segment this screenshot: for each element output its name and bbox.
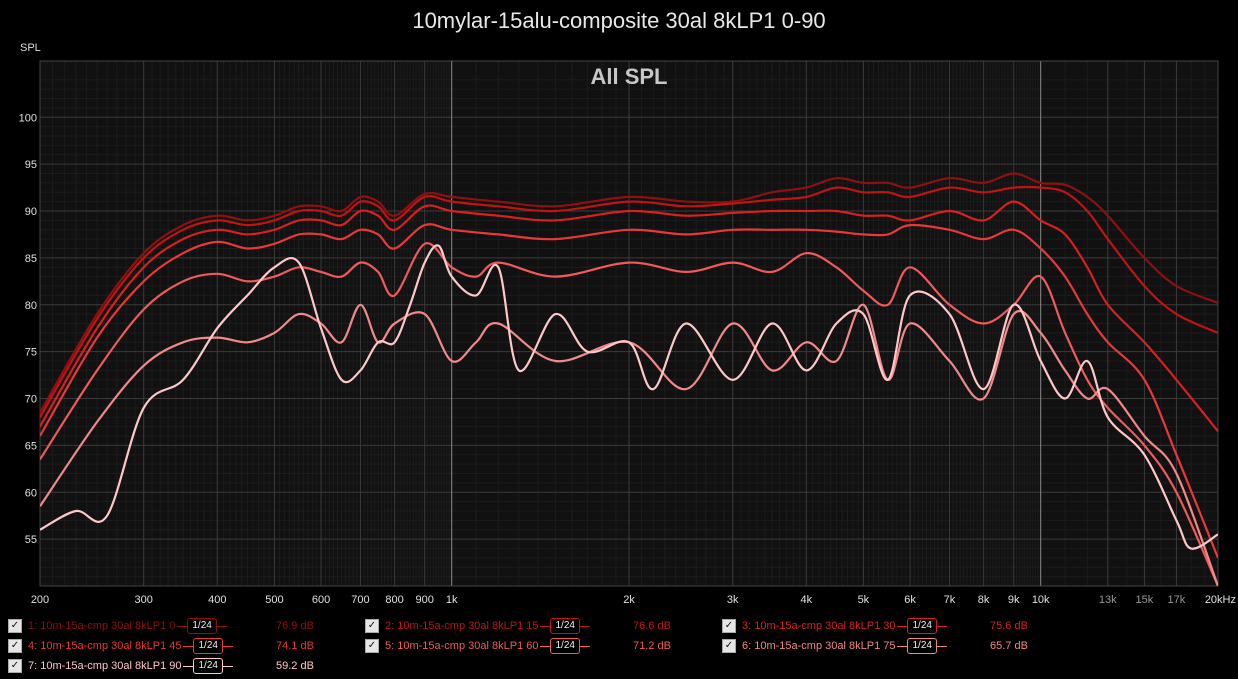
- legend-item-4[interactable]: ✓ 4: 10m-15a-cmp 30al 8kLP1 45 1/24: [8, 636, 233, 656]
- legend-label: 1: 10m-15a-cmp 30al 8kLP1 0: [28, 620, 176, 632]
- smoothing-badge[interactable]: 1/24: [897, 618, 947, 634]
- legend: ✓ 1: 10m-15a-cmp 30al 8kLP1 0 1/24 76.9 dB ✓…: [0, 614, 1238, 679]
- x-tick-label: 17k: [1168, 594, 1186, 606]
- y-tick-label: 100: [19, 112, 37, 124]
- x-tick-label: 5k: [858, 594, 870, 606]
- legend-label: 6: 10m-15a-cmp 30al 8kLP1 75: [742, 640, 896, 652]
- smoothing-badge[interactable]: 1/24: [897, 638, 947, 654]
- y-tick-label: 90: [25, 206, 37, 218]
- legend-checkbox[interactable]: ✓: [8, 619, 22, 633]
- series-line-3[interactable]: [40, 200, 1218, 432]
- y-tick-label: 55: [25, 534, 37, 546]
- x-tick-label: 9k: [1008, 594, 1020, 606]
- legend-item-2[interactable]: ✓ 2: 10m-15a-cmp 30al 8kLP1 15 1/24: [365, 616, 590, 636]
- y-tick-label: 95: [25, 159, 37, 171]
- x-tick-label: 2k: [623, 594, 635, 606]
- x-tick-label: 900: [416, 594, 434, 606]
- legend-checkbox[interactable]: ✓: [8, 659, 22, 673]
- legend-level: 59.2 dB: [276, 660, 314, 672]
- x-tick-label: 15k: [1136, 594, 1154, 606]
- x-tick-label: 800: [385, 594, 403, 606]
- series-line-6[interactable]: [40, 303, 1218, 586]
- y-axis-label: SPL: [20, 42, 41, 54]
- x-tick-label: 7k: [944, 594, 956, 606]
- y-tick-label: 75: [25, 347, 37, 359]
- smoothing-badge[interactable]: 1/24: [183, 638, 233, 654]
- x-tick-label: 13k: [1099, 594, 1117, 606]
- x-tick-label: 700: [351, 594, 369, 606]
- smoothing-badge[interactable]: 1/24: [540, 618, 590, 634]
- x-axis-ticks: 200 300 400 500 600 700 800 900 1k 2k 3k 4k 5k 6k 7k 8k…: [31, 594, 1236, 606]
- y-tick-label: 65: [25, 440, 37, 452]
- series-group: [40, 172, 1218, 586]
- legend-level: 71.2 dB: [633, 640, 671, 652]
- legend-label: 3: 10m-15a-cmp 30al 8kLP1 30: [742, 620, 896, 632]
- y-tick-label: 85: [25, 253, 37, 265]
- x-tick-label: 500: [265, 594, 283, 606]
- legend-label: 4: 10m-15a-cmp 30al 8kLP1 45: [28, 640, 182, 652]
- frequency-response-chart[interactable]: All SPL 200 300 400 500 600 700 800 900 1k 2k 3k 4k…: [0, 0, 1238, 612]
- x-tick-label: 300: [135, 594, 153, 606]
- series-line-7[interactable]: [40, 244, 1218, 550]
- plot-border: [39, 60, 1219, 587]
- legend-item-6[interactable]: ✓ 6: 10m-15a-cmp 30al 8kLP1 75 1/24: [722, 636, 947, 656]
- legend-item-5[interactable]: ✓ 5: 10m-15a-cmp 30al 8kLP1 60 1/24: [365, 636, 590, 656]
- legend-item-1[interactable]: ✓ 1: 10m-15a-cmp 30al 8kLP1 0 1/24: [8, 616, 227, 636]
- legend-item-3[interactable]: ✓ 3: 10m-15a-cmp 30al 8kLP1 30 1/24: [722, 616, 947, 636]
- legend-checkbox[interactable]: ✓: [722, 619, 736, 633]
- x-tick-label: 20kHz: [1205, 594, 1236, 606]
- x-tick-label: 8k: [978, 594, 990, 606]
- x-tick-label: 10k: [1032, 594, 1050, 606]
- legend-level: 65.7 dB: [990, 640, 1028, 652]
- series-line-5[interactable]: [40, 242, 1218, 586]
- legend-label: 2: 10m-15a-cmp 30al 8kLP1 15: [385, 620, 539, 632]
- smoothing-badge[interactable]: 1/24: [540, 638, 590, 654]
- legend-label: 5: 10m-15a-cmp 30al 8kLP1 60: [385, 640, 539, 652]
- x-tick-label: 1k: [446, 594, 458, 606]
- legend-level: 76.9 dB: [276, 620, 314, 632]
- x-tick-label: 6k: [904, 594, 916, 606]
- series-line-1[interactable]: [40, 172, 1218, 414]
- legend-checkbox[interactable]: ✓: [8, 639, 22, 653]
- smoothing-badge[interactable]: 1/24: [177, 618, 227, 634]
- chart-subtitle: All SPL: [590, 64, 667, 89]
- x-tick-label: 600: [312, 594, 330, 606]
- y-tick-label: 80: [25, 300, 37, 312]
- series-line-2[interactable]: [40, 185, 1218, 418]
- x-tick-label: 200: [31, 594, 49, 606]
- y-tick-label: 70: [25, 394, 37, 406]
- legend-level: 75.6 dB: [990, 620, 1028, 632]
- legend-checkbox[interactable]: ✓: [722, 639, 736, 653]
- y-tick-label: 60: [25, 487, 37, 499]
- x-tick-label: 4k: [800, 594, 812, 606]
- legend-item-7[interactable]: ✓ 7: 10m-15a-cmp 30al 8kLP1 90 1/24: [8, 656, 233, 676]
- x-tick-label: 3k: [727, 594, 739, 606]
- smoothing-badge[interactable]: 1/24: [183, 658, 233, 674]
- legend-label: 7: 10m-15a-cmp 30al 8kLP1 90: [28, 660, 182, 672]
- legend-checkbox[interactable]: ✓: [365, 619, 379, 633]
- y-axis-ticks: 55 60 65 70 75 80 85 90 95 100: [19, 112, 37, 546]
- legend-checkbox[interactable]: ✓: [365, 639, 379, 653]
- chart-title: 10mylar-15alu-composite 30al 8kLP1 0-90: [412, 8, 826, 33]
- x-tick-label: 400: [208, 594, 226, 606]
- legend-level: 76.6 dB: [633, 620, 671, 632]
- series-line-4[interactable]: [40, 223, 1218, 559]
- legend-level: 74.1 dB: [276, 640, 314, 652]
